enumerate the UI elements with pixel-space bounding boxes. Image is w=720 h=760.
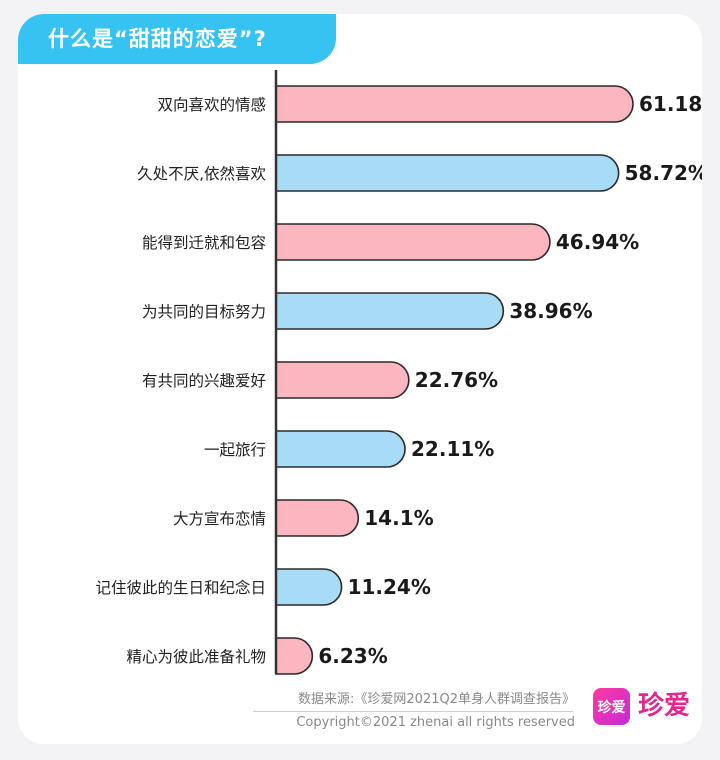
bar	[275, 637, 314, 675]
bar-chart: 双向喜欢的情感 61.18% 久处不厌,依然喜欢 58.72% 能得到迁就和包容 46.9…	[95, 70, 702, 675]
value-label: 58.72%	[625, 161, 702, 185]
category-label: 为共同的目标努力	[142, 303, 266, 321]
category-label: 记住彼此的生日和纪念日	[95, 578, 266, 597]
category-label: 大方宣布恋情	[173, 509, 266, 528]
category-label: 能得到迁就和包容	[142, 234, 266, 252]
bar	[275, 430, 406, 468]
category-label: 精心为彼此准备礼物	[126, 648, 266, 666]
data-source: 数据来源:《珍爱网2021Q2单身人群调查报告》	[298, 692, 575, 707]
value-label: 14.1%	[364, 506, 433, 530]
category-label: 有共同的兴趣爱好	[142, 372, 266, 390]
bar	[275, 361, 410, 399]
chart-title: 什么是“甜甜的恋爱”?	[18, 14, 336, 64]
zhenai-logo-icon: 珍爱	[593, 688, 630, 725]
zhenai-logo-text: 珍爱	[638, 691, 691, 721]
bar	[275, 154, 620, 192]
chart-card: 什么是“甜甜的恋爱”? 双向喜欢的情感 61.18% 久处不厌,依然喜欢 58.72%…	[18, 14, 702, 744]
bar	[275, 292, 505, 330]
value-label: 46.94%	[556, 230, 639, 254]
bar	[275, 223, 551, 261]
category-label: 双向喜欢的情感	[157, 96, 266, 114]
value-label: 6.23%	[318, 644, 387, 668]
bar	[275, 85, 634, 123]
value-label: 38.96%	[509, 299, 592, 323]
value-label: 22.76%	[415, 368, 498, 392]
value-label: 11.24%	[348, 575, 431, 599]
footer-divider	[253, 711, 573, 712]
bar	[275, 568, 343, 606]
bars-layer: 双向喜欢的情感 61.18% 久处不厌,依然喜欢 58.72% 能得到迁就和包容 46.9…	[95, 85, 702, 675]
category-label: 久处不厌,依然喜欢	[137, 165, 266, 183]
value-label: 61.18%	[639, 92, 702, 116]
category-label: 一起旅行	[204, 441, 266, 459]
bar	[275, 499, 360, 537]
value-label: 22.11%	[411, 437, 494, 461]
copyright-text: Copyright©2021 zhenai all rights reserve…	[296, 715, 575, 730]
